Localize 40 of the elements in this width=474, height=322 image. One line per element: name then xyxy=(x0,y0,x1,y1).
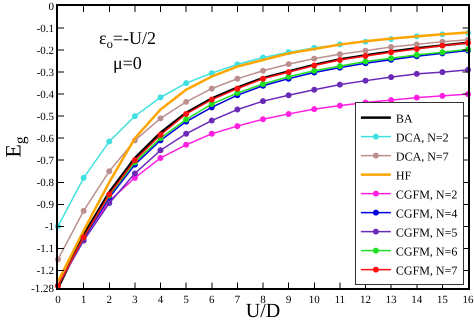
x-tick-label: 15 xyxy=(436,294,448,306)
legend-label: CGFM, N=4 xyxy=(396,206,458,220)
x-tick-label: 14 xyxy=(411,294,423,306)
x-tick-label: 16 xyxy=(462,294,474,306)
y-tick-label: -0.3 xyxy=(36,66,55,79)
y-tick-label: -0.6 xyxy=(36,133,55,146)
x-tick-label: 11 xyxy=(334,294,346,306)
y-tick-label: -0.7 xyxy=(36,155,55,168)
y-tick-label: -0.4 xyxy=(36,88,55,101)
x-tick-label: 4 xyxy=(158,294,164,306)
legend-label: DCA, N=2 xyxy=(396,130,449,144)
y-tick-label: -1.1 xyxy=(36,243,54,256)
x-tick-label: 13 xyxy=(386,294,398,306)
legend-label: HF xyxy=(396,168,412,182)
x-tick-label: 7 xyxy=(234,294,241,306)
legend-label: CGFM, N=2 xyxy=(396,187,458,202)
y-tick-label: -1 xyxy=(44,221,54,234)
y-tick-label: -0.5 xyxy=(36,111,55,124)
legend-label: CGFM, N=6 xyxy=(396,244,458,258)
legend-label: CGFM, N=7 xyxy=(396,263,458,278)
annotation: μ=0 xyxy=(113,53,142,73)
y-tick-label: -1.28 xyxy=(31,282,55,295)
x-tick-label: 3 xyxy=(132,294,138,306)
x-tick-label: 12 xyxy=(360,294,371,306)
y-tick-label: -0.9 xyxy=(36,199,55,212)
y-tick-label: -0.8 xyxy=(36,177,55,190)
x-tick-label: 9 xyxy=(286,294,292,306)
legend-label: CGFM, N=5 xyxy=(396,225,458,240)
annotation: ε$_{o}$=-U/2 xyxy=(99,28,156,51)
y-tick-label: -1.2 xyxy=(36,265,54,278)
x-tick-label: 2 xyxy=(106,294,112,306)
y-tick-label: -0.1 xyxy=(36,22,54,35)
y-tick-label: -0.2 xyxy=(36,44,54,57)
x-tick-label: 1 xyxy=(80,294,86,306)
legend-label: DCA, N=7 xyxy=(396,149,449,164)
x-tick-label: 10 xyxy=(308,294,320,306)
legend-label: BA xyxy=(396,111,413,126)
x-tick-label: 5 xyxy=(183,294,190,306)
x-tick-label: 6 xyxy=(209,294,215,306)
y-tick-label: 0 xyxy=(48,0,55,13)
